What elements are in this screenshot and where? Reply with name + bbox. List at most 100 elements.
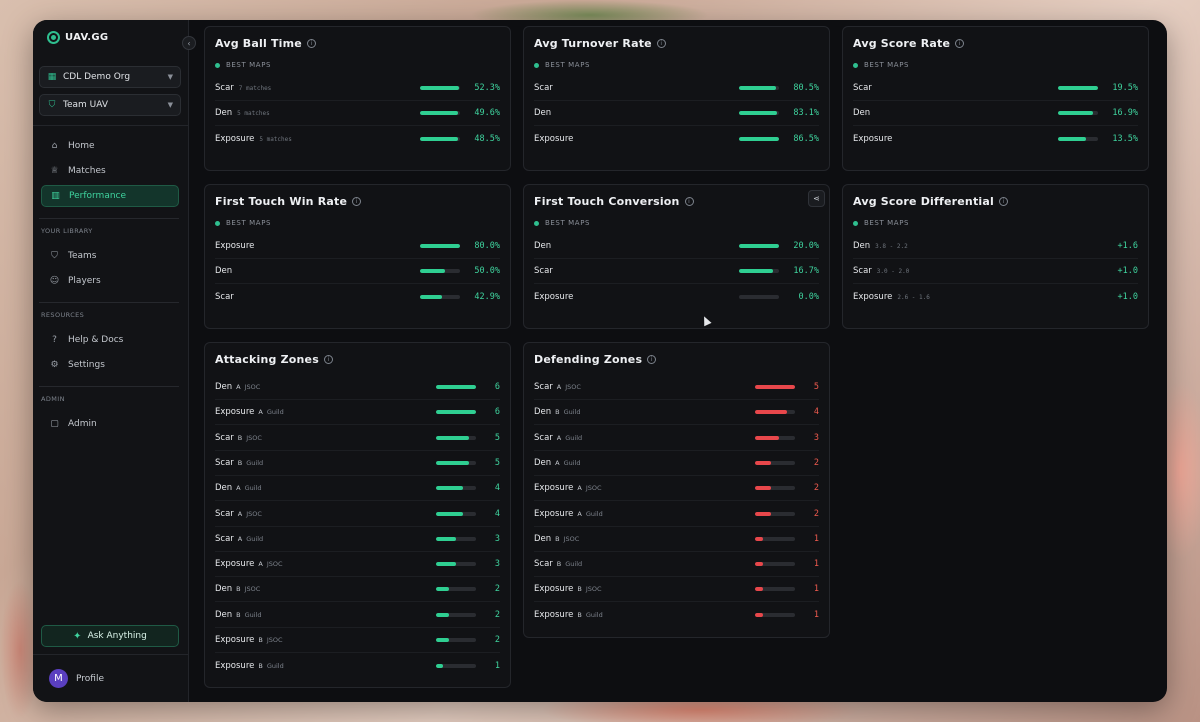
list-item[interactable]: Den B Guild 2 (215, 603, 500, 628)
brand-logo[interactable]: UAV.GG (47, 31, 108, 44)
map-name: Exposure (534, 610, 574, 621)
list-item[interactable]: Den 50.0% (215, 259, 500, 285)
main-content: Avg Ball Time i BEST MAPS Scar 7 matches 52… (189, 20, 1167, 702)
list-item[interactable]: Exposure 2.6 - 1.6 +1.0 (853, 285, 1138, 310)
progress-bar (436, 587, 476, 592)
map-name: Scar (215, 83, 234, 93)
info-icon[interactable]: i (955, 39, 965, 48)
list-item[interactable]: Exposure B JSOC 2 (215, 628, 500, 653)
collapse-sidebar-button[interactable]: ‹ (182, 36, 196, 50)
list-item[interactable]: Scar 19.5% (853, 76, 1138, 101)
progress-fill (739, 269, 773, 274)
list-item[interactable]: Scar B JSOC 5 (215, 426, 500, 451)
list-item[interactable]: Den 5 matches 49.6% (215, 101, 500, 127)
nav-home[interactable]: ⌂ Home (41, 135, 179, 157)
list-item[interactable]: Scar 80.5% (534, 76, 819, 101)
map-name: Den (853, 241, 871, 251)
game-mode: Guild (266, 661, 284, 670)
progress-bar (739, 269, 779, 274)
list-item[interactable]: Exposure 80.0% (215, 234, 500, 259)
list-item[interactable]: Exposure 13.5% (853, 127, 1138, 152)
best-maps-text: BEST MAPS (226, 61, 272, 69)
list-item[interactable]: Exposure B JSOC 1 (534, 577, 819, 603)
nav-admin[interactable]: ▢ Admin (41, 413, 179, 435)
progress-bar (436, 435, 476, 440)
share-button[interactable]: ⋖ (808, 190, 825, 207)
info-icon[interactable]: i (352, 197, 362, 206)
org-select[interactable]: ▦ CDL Demo Org ▼ (39, 66, 181, 88)
list-item[interactable]: Scar 42.9% (215, 285, 500, 310)
list-item[interactable]: Exposure A Guild 2 (534, 502, 819, 527)
progress-bar (739, 111, 779, 116)
row-value: 2 (813, 483, 819, 494)
info-icon[interactable]: i (684, 197, 694, 206)
progress-fill (755, 511, 771, 516)
divider (39, 302, 179, 303)
info-icon[interactable]: i (323, 355, 333, 364)
info-icon[interactable]: i (998, 197, 1008, 206)
progress-fill (420, 244, 460, 248)
chevron-down-icon: ▼ (167, 73, 173, 81)
list-item[interactable]: Den 16.9% (853, 101, 1138, 127)
list-item[interactable]: Den A JSOC 6 (215, 375, 500, 400)
nav-label: Matches (68, 166, 106, 176)
progress-bar (755, 562, 795, 567)
list-item[interactable]: Exposure B Guild 1 (215, 653, 500, 678)
progress-bar (755, 435, 795, 440)
map-name: Exposure (853, 292, 893, 303)
list-item[interactable]: Exposure A JSOC 3 (215, 552, 500, 578)
map-name: Scar (534, 266, 553, 277)
team-select[interactable]: ⛉ Team UAV ▼ (39, 94, 181, 116)
info-icon[interactable]: i (306, 39, 316, 48)
list-item[interactable]: Den A Guild 4 (215, 476, 500, 502)
profile-button[interactable]: M Profile (49, 669, 104, 688)
list-item[interactable]: Exposure 0.0% (534, 285, 819, 310)
row-value: 5 (494, 457, 500, 468)
nav-matches[interactable]: ♕ Matches (41, 160, 179, 182)
list-item[interactable]: Scar A Guild 3 (534, 426, 819, 451)
card-title: Avg Score Rate i (853, 37, 965, 50)
progress-fill (436, 536, 456, 541)
list-item[interactable]: Scar B Guild 5 (215, 451, 500, 476)
game-mode: JSOC (585, 585, 602, 594)
row-subtext: 5 matches (259, 135, 292, 143)
list-item[interactable]: Scar 7 matches 52.3% (215, 76, 500, 101)
game-mode: JSOC (565, 383, 581, 391)
list-item[interactable]: Exposure B Guild 1 (534, 603, 819, 628)
list-item[interactable]: Den 20.0% (534, 234, 819, 259)
list-item[interactable]: Exposure A JSOC 2 (534, 476, 819, 502)
card-title: Avg Score Differential i (853, 195, 1008, 208)
list-item[interactable]: Den 3.8 - 2.2 +1.6 (853, 234, 1138, 259)
ask-anything-button[interactable]: ✦ Ask Anything (41, 625, 179, 647)
nav-teams[interactable]: ⛉ Teams (41, 245, 179, 267)
nav-players[interactable]: ☺ Players (41, 270, 179, 292)
chevron-down-icon: ▼ (167, 101, 173, 109)
list-item[interactable]: Scar A JSOC 4 (215, 502, 500, 527)
info-icon[interactable]: i (656, 39, 666, 48)
nav-settings[interactable]: ⚙ Settings (41, 354, 179, 376)
list-item[interactable]: Den B Guild 4 (534, 400, 819, 426)
list-item[interactable]: Den A Guild 2 (534, 451, 819, 476)
progress-bar (436, 663, 476, 668)
list-item[interactable]: Scar 3.0 - 2.0 +1.0 (853, 259, 1138, 285)
list-item[interactable]: Den B JSOC 1 (534, 527, 819, 552)
list-item[interactable]: Scar A Guild 3 (215, 527, 500, 552)
best-maps-text: BEST MAPS (545, 219, 591, 227)
card-title: First Touch Win Rate i (215, 195, 362, 208)
progress-fill (755, 385, 795, 389)
list-item[interactable]: Scar B Guild 1 (534, 552, 819, 578)
list-item[interactable]: Den B JSOC 2 (215, 577, 500, 603)
list-item[interactable]: Exposure A Guild 6 (215, 400, 500, 426)
chevron-left-icon: ‹ (187, 38, 191, 48)
list-item[interactable]: Exposure 86.5% (534, 127, 819, 152)
row-subtext: 3.0 - 2.0 (876, 267, 910, 275)
list-item[interactable]: Scar A JSOC 5 (534, 375, 819, 400)
list-item[interactable]: Exposure 5 matches 48.5% (215, 127, 500, 152)
list-item[interactable]: Scar 16.7% (534, 259, 819, 285)
map-name: Scar (534, 559, 553, 570)
nav-performance[interactable]: ▥ Performance (41, 185, 179, 207)
nav-help[interactable]: ? Help & Docs (41, 329, 179, 351)
game-mode: Guild (563, 458, 581, 467)
list-item[interactable]: Den 83.1% (534, 101, 819, 127)
info-icon[interactable]: i (647, 355, 657, 364)
